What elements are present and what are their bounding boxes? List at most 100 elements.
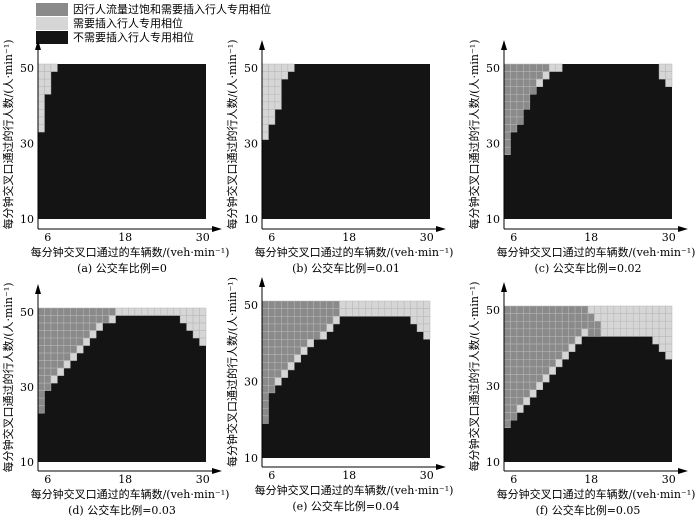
heatmap-cell <box>620 328 628 337</box>
heatmap-cell <box>523 366 531 375</box>
heatmap-cell <box>186 307 194 316</box>
heatmap-cell <box>44 86 52 95</box>
heatmap-cell <box>503 366 511 375</box>
heatmap-cell <box>561 343 569 352</box>
x-tick-label: 6 <box>44 473 51 486</box>
x-axis-arrow <box>678 468 688 474</box>
x-tick-label: 6 <box>510 473 517 486</box>
heatmap-cell <box>63 352 71 361</box>
heatmap-cell <box>57 345 65 354</box>
heatmap-cell <box>274 331 282 340</box>
heatmap-cell <box>542 320 550 330</box>
heatmap-cell <box>503 328 511 337</box>
heatmap-cell <box>548 366 556 375</box>
heatmap-cell <box>503 131 511 140</box>
heatmap-cell <box>261 415 269 424</box>
y-tick-label: 10 <box>244 452 258 465</box>
heatmap-cell <box>186 315 194 324</box>
heatmap-cell <box>76 345 84 354</box>
heatmap-cell <box>179 315 187 324</box>
x-tick-label: 6 <box>268 231 275 244</box>
heatmap-cell <box>70 315 78 324</box>
heatmap-cell <box>658 305 666 314</box>
heatmap-cell <box>300 339 308 348</box>
heatmap-cell <box>639 320 647 330</box>
heatmap-cell <box>645 328 653 337</box>
heatmap-cell <box>108 307 116 316</box>
heatmap-cell <box>37 93 45 103</box>
heatmap-cell <box>261 308 269 317</box>
heatmap-cell <box>523 374 531 383</box>
heatmap-cell <box>639 305 647 314</box>
legend-label: 因行人流量过饱和需要插入行人专用相位 <box>73 2 271 16</box>
heatmap-cell <box>192 330 200 339</box>
heatmap-cell <box>665 343 673 352</box>
heatmap-cell <box>268 346 276 355</box>
heatmap-cell <box>542 63 550 72</box>
heatmap-cell <box>57 367 65 376</box>
heatmap-cell <box>536 305 544 314</box>
heatmap-cell <box>37 78 45 87</box>
heatmap-cell <box>37 124 45 133</box>
heatmap-cell <box>186 322 194 331</box>
heatmap-cell <box>313 323 321 332</box>
heatmap-cell <box>568 343 576 352</box>
heatmap-cell <box>287 339 295 348</box>
heatmap-cell <box>378 308 386 317</box>
legend-swatch-no-phase <box>36 30 68 44</box>
heatmap-cell <box>548 313 556 322</box>
legend-item-no-phase: 不需要插入行人专用相位 <box>36 30 271 44</box>
heatmap-cell <box>600 305 608 314</box>
legend-swatch-needs-phase <box>36 16 68 30</box>
x-tick-label: 30 <box>662 231 676 244</box>
heatmap-cell <box>300 346 308 355</box>
heatmap-cell <box>95 322 103 331</box>
heatmap-cell <box>503 389 511 398</box>
heatmap-cell <box>645 320 653 330</box>
heatmap-cell <box>529 389 537 398</box>
heatmap-cell <box>76 322 84 331</box>
x-tick-label: 30 <box>420 231 434 244</box>
heatmap-cell <box>332 316 340 325</box>
heatmap-cell <box>665 320 673 330</box>
panel-caption: (c) 公交车比例=0.02 <box>535 261 642 275</box>
heatmap-cell <box>516 366 524 375</box>
heatmap-cell <box>594 320 602 330</box>
heatmap-cell <box>44 315 52 324</box>
heatmap-cell <box>294 331 302 340</box>
heatmap-cell <box>37 86 45 95</box>
heatmap-cell <box>89 307 97 316</box>
heatmap-cell <box>268 308 276 317</box>
heatmap-cell <box>268 300 276 309</box>
heatmap-cell <box>510 359 518 368</box>
heatmap-cell <box>555 63 563 72</box>
heatmap-cell <box>397 308 405 317</box>
heatmap-cell <box>300 316 308 325</box>
heatmap-cell <box>345 300 353 309</box>
x-axis-arrow <box>436 226 446 232</box>
heatmap-cell <box>319 308 327 317</box>
heatmap-cell <box>613 305 621 314</box>
heatmap-cell <box>523 343 531 352</box>
heatmap-cell <box>95 315 103 324</box>
heatmap-cell <box>523 78 531 87</box>
heatmap-cell <box>199 307 207 316</box>
heatmap-cell <box>378 300 386 309</box>
heatmap-cell <box>345 308 353 317</box>
heatmap-background <box>262 64 430 219</box>
heatmap-cell <box>529 313 537 322</box>
heatmap-cell <box>516 381 524 390</box>
heatmap-cell <box>261 93 269 103</box>
heatmap-cell <box>274 354 282 363</box>
heatmap-cell <box>568 320 576 330</box>
heatmap-cell <box>581 328 589 337</box>
heatmap-cell <box>542 305 550 314</box>
heatmap-cell <box>44 367 52 376</box>
heatmap-cell <box>147 307 155 316</box>
heatmap-cell <box>510 78 518 87</box>
heatmap-cell <box>268 71 276 80</box>
heatmap-cell <box>503 313 511 322</box>
panel-caption: (e) 公交车比例=0.04 <box>292 499 399 513</box>
